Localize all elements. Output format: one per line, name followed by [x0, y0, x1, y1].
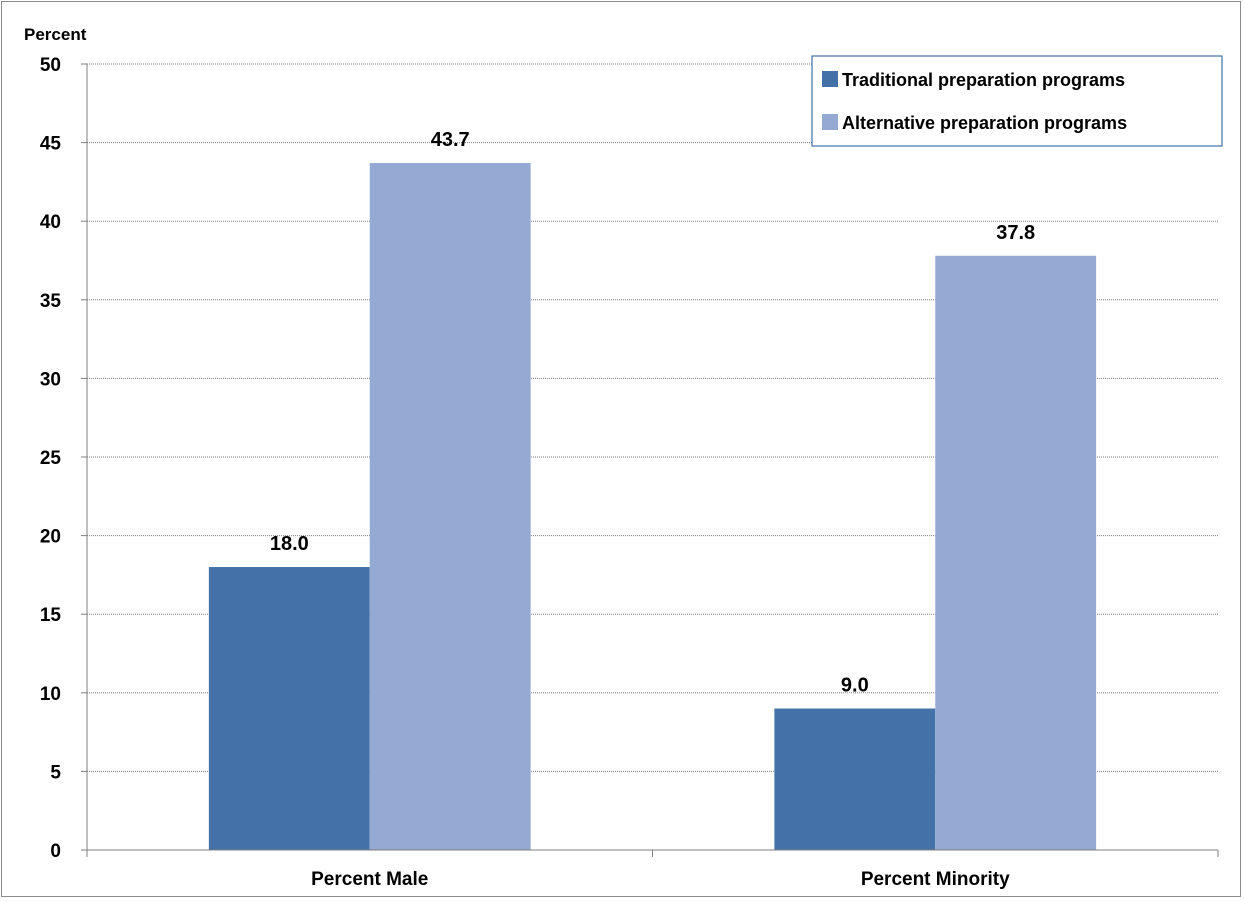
x-category-label: Percent Minority: [861, 869, 1010, 890]
legend-box: [811, 55, 1223, 147]
legend: Traditional preparation programs Alterna…: [811, 55, 1223, 147]
data-labels: 18.0 43.7 9.0 37.8: [270, 129, 1035, 696]
y-tick-label: 25: [40, 448, 62, 469]
y-tick-label: 40: [40, 212, 61, 233]
legend-swatch-traditional: [822, 71, 838, 87]
y-tick-label: 30: [40, 369, 61, 390]
legend-swatch-alternative: [822, 114, 838, 130]
y-tick-label: 50: [40, 55, 61, 76]
legend-label-traditional: Traditional preparation programs: [842, 70, 1125, 90]
x-category-label: Percent Male: [311, 869, 428, 890]
bars: [208, 163, 1097, 850]
y-tick-label: 10: [40, 684, 61, 705]
y-tick-label: 35: [40, 291, 62, 312]
y-tick-label: 0: [50, 841, 61, 862]
y-tick-label: 45: [40, 134, 62, 155]
y-axis-title: Percent: [24, 25, 87, 44]
data-label: 37.8: [996, 222, 1035, 244]
axes: 0 5 10 15 20 25 30 35 40 45 50 Percent Male Percent …: [40, 55, 1219, 890]
bar-alternative: [935, 255, 1097, 850]
bar-traditional: [208, 567, 370, 850]
legend-label-alternative: Alternative preparation programs: [842, 113, 1127, 133]
y-tick-label: 20: [40, 527, 61, 548]
data-label: 18.0: [270, 533, 309, 555]
data-label: 9.0: [841, 675, 869, 697]
bar-alternative: [369, 163, 531, 850]
y-tick-label: 5: [50, 762, 61, 783]
data-label: 43.7: [431, 129, 470, 151]
bar-traditional: [774, 708, 936, 850]
y-tick-label: 15: [40, 605, 62, 626]
